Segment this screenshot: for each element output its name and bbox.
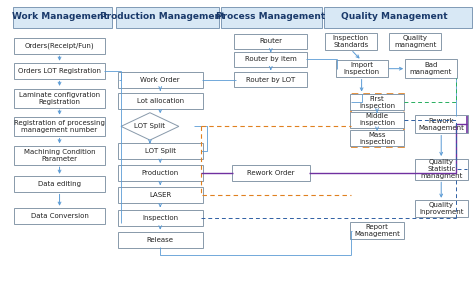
Text: Mass
inspection: Mass inspection	[359, 132, 395, 145]
Text: Data editing: Data editing	[38, 181, 81, 187]
FancyBboxPatch shape	[234, 34, 307, 49]
FancyBboxPatch shape	[14, 38, 105, 54]
Text: Registration of processing
management number: Registration of processing management nu…	[14, 120, 105, 133]
Text: Release: Release	[147, 237, 174, 243]
FancyBboxPatch shape	[234, 73, 307, 88]
Text: Quality
Inprovement: Quality Inprovement	[419, 202, 464, 215]
FancyBboxPatch shape	[118, 165, 202, 181]
Text: Bad
managment: Bad managment	[410, 62, 452, 75]
Text: Router by LOT: Router by LOT	[246, 77, 295, 83]
FancyBboxPatch shape	[325, 33, 377, 50]
FancyBboxPatch shape	[232, 165, 310, 181]
Text: Machining Condition
Parameter: Machining Condition Parameter	[24, 149, 95, 162]
FancyBboxPatch shape	[405, 59, 457, 78]
Text: Production Management: Production Management	[100, 12, 225, 21]
Text: Inspection: Inspection	[142, 215, 178, 221]
Text: Process Management: Process Management	[216, 12, 325, 21]
FancyBboxPatch shape	[415, 115, 468, 133]
Text: Quality
managment: Quality managment	[394, 35, 437, 48]
FancyBboxPatch shape	[14, 176, 105, 192]
Text: Work Management: Work Management	[11, 12, 108, 21]
Text: Lot allocation: Lot allocation	[137, 98, 184, 104]
FancyBboxPatch shape	[390, 33, 441, 50]
Text: Orders(Receipt/Fun): Orders(Receipt/Fun)	[25, 43, 94, 49]
FancyBboxPatch shape	[350, 94, 404, 110]
FancyBboxPatch shape	[336, 60, 388, 77]
FancyBboxPatch shape	[118, 232, 202, 248]
FancyBboxPatch shape	[350, 222, 404, 239]
FancyBboxPatch shape	[14, 63, 105, 79]
Text: Quality
Statistic
managment: Quality Statistic managment	[420, 159, 463, 179]
Text: Laminate configvration
Registration: Laminate configvration Registration	[19, 92, 100, 105]
FancyBboxPatch shape	[116, 7, 219, 28]
FancyBboxPatch shape	[118, 143, 202, 159]
FancyBboxPatch shape	[118, 187, 202, 203]
Text: LOT Split: LOT Split	[145, 148, 176, 154]
Text: Quality Management: Quality Management	[341, 12, 448, 21]
FancyBboxPatch shape	[118, 210, 202, 226]
Text: Router: Router	[259, 38, 282, 44]
FancyBboxPatch shape	[221, 7, 322, 28]
FancyBboxPatch shape	[415, 200, 468, 217]
Text: Middle
inspection: Middle inspection	[359, 113, 395, 126]
Text: Orders LOT Registration: Orders LOT Registration	[18, 68, 101, 74]
Polygon shape	[121, 113, 179, 140]
Text: Rework
Management: Rework Management	[418, 118, 464, 131]
Text: Report
Management: Report Management	[354, 224, 400, 237]
Text: Router by item: Router by item	[245, 56, 297, 62]
FancyBboxPatch shape	[234, 52, 307, 67]
FancyBboxPatch shape	[14, 208, 105, 224]
FancyBboxPatch shape	[118, 93, 202, 109]
Text: Inspection
Standards: Inspection Standards	[333, 35, 369, 48]
FancyBboxPatch shape	[14, 89, 105, 108]
Text: Import
Inspection: Import Inspection	[344, 62, 380, 75]
FancyBboxPatch shape	[13, 7, 112, 28]
Text: Production: Production	[142, 170, 179, 176]
Text: Work Order: Work Order	[140, 77, 180, 83]
FancyBboxPatch shape	[14, 146, 105, 165]
FancyBboxPatch shape	[118, 72, 202, 88]
FancyBboxPatch shape	[324, 7, 472, 28]
Text: Rework Order: Rework Order	[247, 170, 294, 176]
Text: LOT Split: LOT Split	[135, 123, 165, 129]
FancyBboxPatch shape	[350, 130, 404, 146]
FancyBboxPatch shape	[14, 117, 105, 136]
Text: First
inspection: First inspection	[359, 96, 395, 109]
Text: LASER: LASER	[149, 192, 172, 198]
FancyBboxPatch shape	[415, 159, 468, 180]
FancyBboxPatch shape	[350, 112, 404, 128]
Text: Data Conversion: Data Conversion	[31, 213, 89, 219]
